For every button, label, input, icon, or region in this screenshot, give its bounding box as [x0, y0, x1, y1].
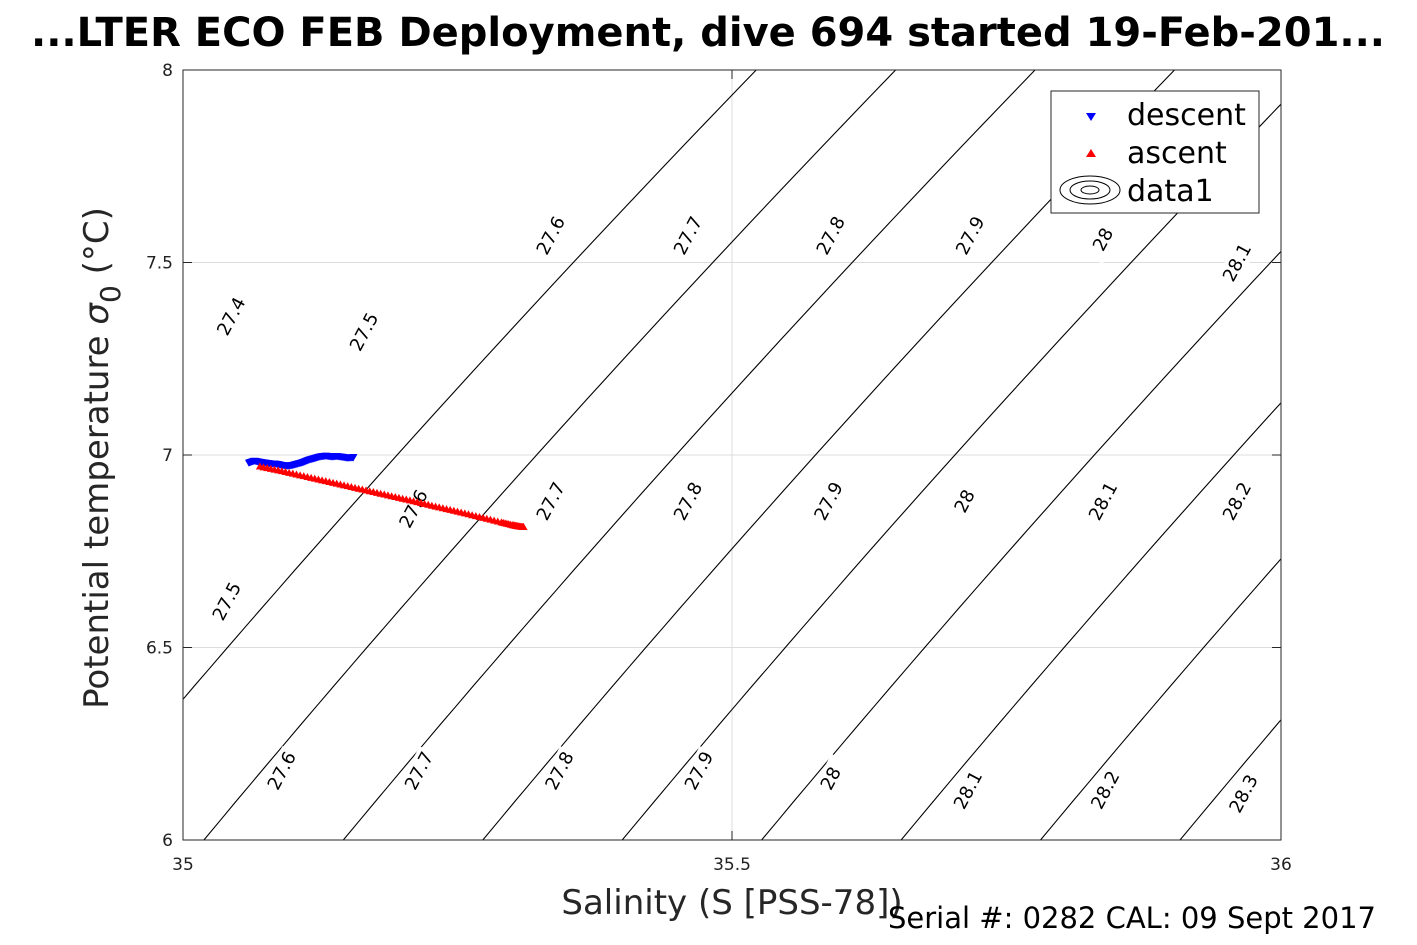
y-axis-label: Potential temperature σ0 (°C)	[77, 207, 127, 709]
y-axis-label-symbol: σ	[77, 302, 117, 325]
contour-label-bg	[206, 576, 247, 626]
contour-label-bg	[1083, 214, 1124, 264]
contour-label-bg	[1223, 769, 1264, 819]
isopycnal-line	[342, 70, 1036, 840]
axis-ticks: 35 35.5 36 6 6.5 7 7.5 8	[146, 61, 1292, 875]
y-tick-label: 8	[162, 61, 173, 81]
contour-label-bg	[1083, 476, 1124, 526]
contour-label-bg	[211, 291, 252, 341]
contour-label-bg	[344, 307, 385, 357]
contour-label-bg	[539, 746, 580, 796]
isopycnal-line	[203, 70, 897, 840]
data-series	[244, 452, 528, 530]
chart-title: ...LTER ECO FEB Deployment, dive 694 sta…	[31, 10, 1385, 56]
contour-label-bg	[668, 210, 709, 261]
contour-label-bg	[679, 746, 720, 796]
x-tick-label: 36	[1270, 855, 1292, 875]
legend-data1-icon	[1059, 175, 1121, 205]
isopycnal-line	[1039, 557, 1281, 840]
contour-label-bg	[810, 210, 851, 261]
ascent-point	[519, 522, 528, 530]
x-tick-label: 35	[172, 855, 194, 875]
y-tick-label: 6.5	[146, 639, 173, 659]
legend-ascent-marker	[1086, 149, 1096, 157]
contour-label-bg	[668, 476, 709, 526]
y-axis-label-main: Potential temperature	[77, 325, 117, 709]
isopycnal-line	[760, 250, 1281, 840]
contour-label-bg	[810, 753, 851, 803]
contour-label-bg	[530, 210, 571, 261]
contour-label-bg	[261, 746, 302, 796]
isopycnal-line	[183, 70, 757, 701]
legend-data1-label: data1	[1127, 174, 1214, 209]
legend-box	[1050, 90, 1260, 214]
contour-label-bg	[1217, 476, 1258, 526]
y-tick-label: 7	[162, 446, 173, 466]
contour-label-bg	[399, 746, 440, 796]
contour-label-bg	[1085, 765, 1126, 815]
isopycnal-line	[900, 401, 1281, 840]
legend-ascent-label: ascent	[1127, 136, 1227, 171]
contour-label-bg	[950, 210, 991, 261]
legend: descent ascent data1	[1050, 90, 1260, 214]
descent-point	[349, 454, 358, 462]
serial-cal-footer: Serial #: 0282 CAL: 09 Sept 2017	[888, 901, 1376, 935]
contour-label-bg	[948, 765, 989, 815]
x-tick-label: 35.5	[713, 855, 751, 875]
y-axis-label-unit: (°C)	[77, 207, 117, 285]
contour-label-bg	[944, 476, 985, 526]
legend-descent-marker	[1086, 113, 1096, 121]
isopycnal-line	[1396, 0, 1417, 917]
contour-label-bg	[1217, 237, 1258, 288]
y-tick-label: 6	[162, 831, 173, 851]
isopycnal-line	[1179, 718, 1281, 840]
density-contours	[183, 0, 1417, 917]
contour-label-bg	[530, 476, 571, 526]
contour-label-bg	[808, 476, 849, 526]
x-axis-label: Salinity (S [PSS-78])	[561, 883, 902, 923]
contour-label-bg	[393, 484, 434, 534]
y-axis-label-sub: 0	[94, 285, 127, 303]
legend-descent-label: descent	[1127, 98, 1246, 133]
y-tick-label: 7.5	[146, 254, 173, 274]
